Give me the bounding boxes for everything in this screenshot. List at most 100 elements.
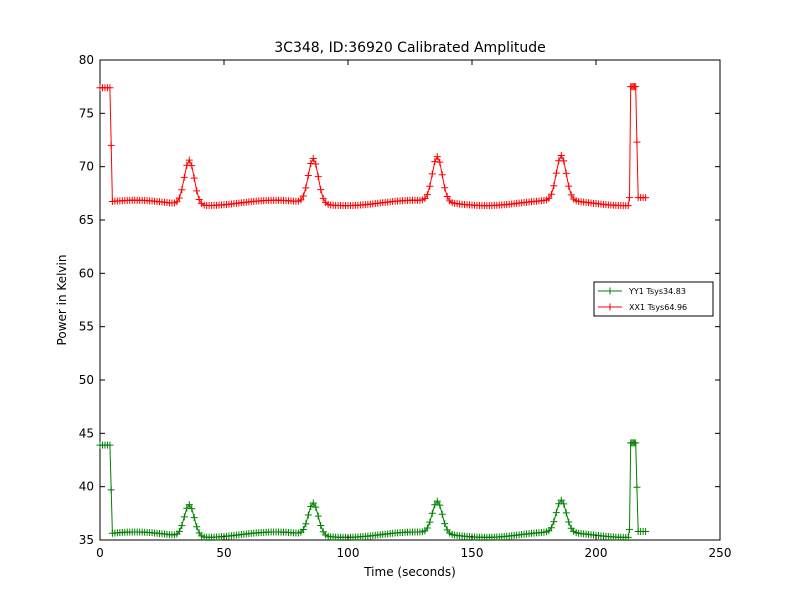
- data-point: [562, 509, 570, 517]
- data-point: [624, 202, 632, 210]
- data-point: [309, 499, 317, 507]
- data-point: [560, 500, 568, 508]
- y-tick-label: 65: [79, 213, 94, 227]
- legend-label: YY1 Tsys34.83: [628, 287, 686, 296]
- data-point: [178, 186, 186, 194]
- data-point: [436, 501, 444, 509]
- data-point: [185, 156, 193, 164]
- data-point: [557, 152, 565, 160]
- data-point: [312, 160, 320, 168]
- data-point: [426, 182, 434, 190]
- x-tick-label: 50: [216, 546, 231, 560]
- data-point: [307, 159, 315, 167]
- x-tick-label: 150: [461, 546, 484, 560]
- data-point: [312, 503, 320, 511]
- data-point: [443, 192, 451, 200]
- ticks-layer: 0 50 100 150 200 250 35 40 45 50 55 60 65 70 75 80: [79, 53, 732, 560]
- data-point: [106, 84, 114, 92]
- data-point: [304, 172, 312, 180]
- data-point: [642, 194, 650, 202]
- data-point: [175, 194, 183, 202]
- legend-items: YY1 Tsys34.83 XX1 Tsys64.96: [598, 287, 687, 312]
- data-point: [552, 169, 560, 177]
- legend-marker: [606, 287, 614, 295]
- data-point: [567, 191, 575, 199]
- data-point: [433, 153, 441, 161]
- legend-marker: [606, 303, 614, 311]
- data-point: [193, 523, 201, 531]
- data-point: [562, 169, 570, 177]
- y-tick-label: 45: [79, 426, 94, 440]
- data-point: [304, 511, 312, 519]
- data-point: [428, 170, 436, 178]
- data-point: [565, 518, 573, 526]
- data-point: [557, 496, 565, 504]
- data-point: [550, 518, 558, 526]
- data-point: [441, 520, 449, 528]
- y-tick-label: 80: [79, 53, 94, 67]
- data-point: [632, 83, 640, 91]
- data-point: [441, 184, 449, 192]
- data-point: [547, 524, 555, 532]
- y-tick-label: 70: [79, 160, 94, 174]
- data-point: [193, 187, 201, 195]
- data-point: [632, 439, 640, 447]
- data-point: [319, 194, 327, 202]
- data-point: [190, 174, 198, 182]
- data-point: [195, 195, 203, 203]
- data-point: [642, 527, 650, 535]
- data-point: [550, 182, 558, 190]
- data-point: [180, 173, 188, 181]
- data-point: [438, 510, 446, 518]
- y-tick-label: 40: [79, 480, 94, 494]
- data-point: [633, 483, 641, 491]
- data-point: [426, 518, 434, 526]
- series-markers-1: [96, 83, 650, 210]
- data-point: [545, 194, 553, 202]
- data-point: [317, 186, 325, 194]
- data-point: [421, 195, 429, 203]
- data-point: [317, 521, 325, 529]
- data-point: [188, 505, 196, 513]
- data-point: [314, 173, 322, 181]
- legend: YY1 Tsys34.83 XX1 Tsys64.96: [593, 281, 714, 317]
- data-point: [178, 522, 186, 530]
- data-point: [552, 509, 560, 517]
- data-point: [624, 533, 632, 541]
- data-point: [190, 514, 198, 522]
- y-tick-label: 35: [79, 533, 94, 547]
- data-point: [175, 527, 183, 535]
- data-point: [297, 196, 305, 204]
- data-point: [314, 512, 322, 520]
- data-point: [438, 171, 446, 179]
- x-tick-label: 200: [585, 546, 608, 560]
- data-point: [188, 162, 196, 170]
- data-point: [107, 486, 115, 494]
- data-point: [173, 198, 181, 206]
- data-point: [106, 441, 114, 449]
- data-point: [633, 138, 641, 146]
- data-point: [547, 190, 555, 198]
- data-point: [302, 520, 310, 528]
- data-point: [299, 526, 307, 534]
- data-point: [433, 497, 441, 505]
- data-point: [302, 184, 310, 192]
- data-point: [180, 513, 188, 521]
- series-markers-0: [96, 439, 650, 541]
- x-tick-label: 100: [337, 546, 360, 560]
- data-point: [423, 524, 431, 532]
- x-tick-label: 0: [96, 546, 104, 560]
- y-tick-label: 55: [79, 320, 94, 334]
- y-tick-label: 60: [79, 266, 94, 280]
- y-tick-label: 50: [79, 373, 94, 387]
- data-point: [436, 158, 444, 166]
- y-tick-label: 75: [79, 106, 94, 120]
- data-point: [625, 525, 633, 533]
- series-layer: [96, 83, 650, 541]
- x-axis-label: Time (seconds): [363, 565, 456, 579]
- data-point: [299, 192, 307, 200]
- chart-title: 3C348, ID:36920 Calibrated Amplitude: [274, 40, 545, 56]
- data-point: [423, 191, 431, 199]
- data-point: [560, 157, 568, 165]
